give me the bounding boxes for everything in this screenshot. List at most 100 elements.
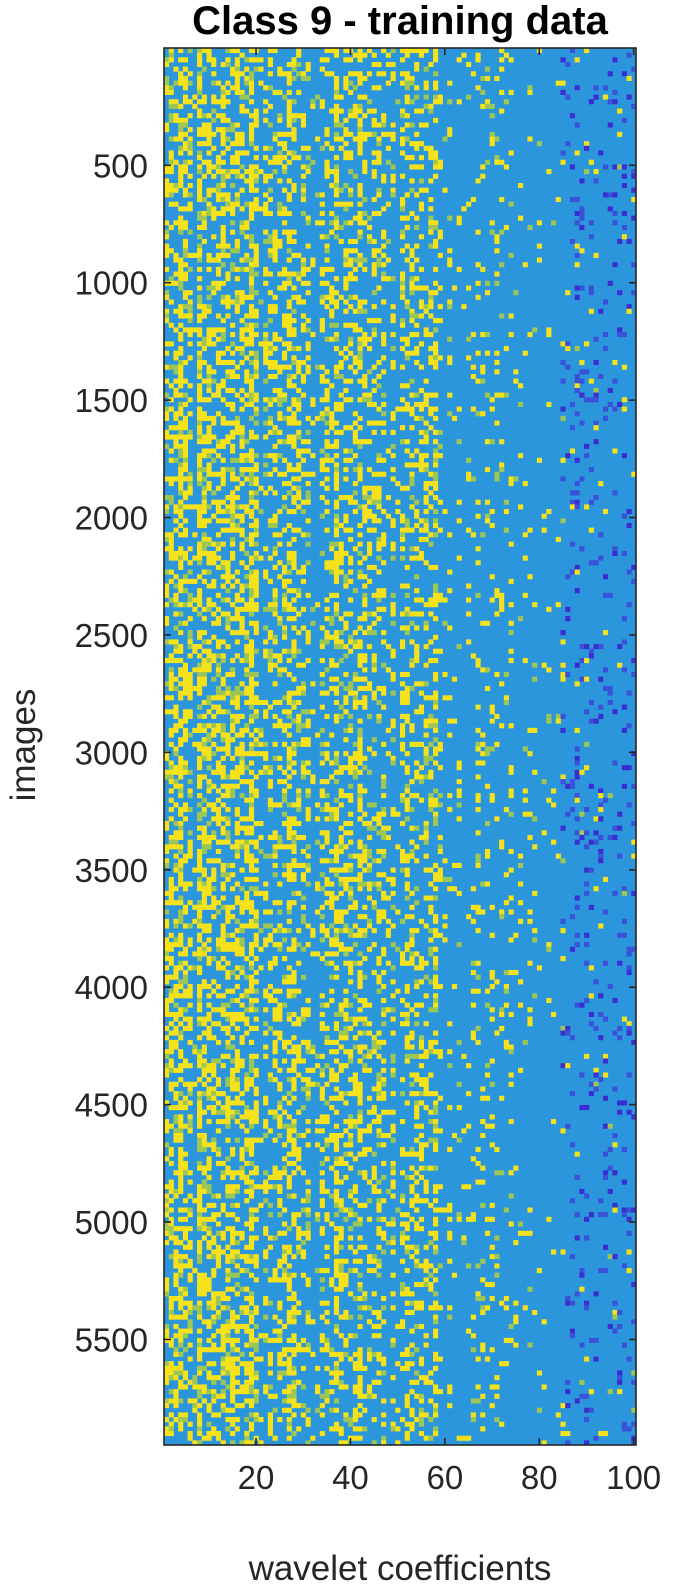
heatmap-cell — [286, 280, 292, 286]
heatmap-cell — [357, 476, 363, 482]
heatmap-cell — [201, 541, 207, 547]
heatmap-cell — [211, 94, 217, 100]
heatmap-cell — [234, 839, 240, 845]
heatmap-cell — [201, 485, 207, 491]
heatmap-cell — [234, 592, 240, 598]
heatmap-cell — [324, 830, 330, 836]
heatmap-cell — [352, 453, 358, 459]
heatmap-cell — [362, 1305, 368, 1311]
heatmap-cell — [253, 169, 259, 175]
heatmap-cell — [282, 872, 288, 878]
heatmap-cell — [201, 667, 207, 673]
heatmap-cell — [329, 183, 335, 189]
heatmap-cell — [164, 294, 170, 300]
heatmap-cell — [296, 448, 302, 454]
heatmap-cell — [263, 1268, 269, 1274]
heatmap-cell — [319, 741, 325, 747]
heatmap-cell — [244, 150, 250, 156]
heatmap-cell — [248, 280, 255, 286]
heatmap-cell — [333, 94, 340, 100]
heatmap-cell — [291, 420, 297, 426]
heatmap-cell — [291, 401, 297, 407]
heatmap-cell — [248, 1426, 255, 1432]
heatmap-cell — [333, 592, 340, 598]
heatmap-cell — [234, 1356, 240, 1362]
heatmap-cell — [220, 1347, 226, 1353]
heatmap-cell — [234, 942, 240, 948]
heatmap-cell — [305, 1188, 311, 1194]
heatmap-cell — [211, 1091, 217, 1097]
heatmap-cell — [182, 448, 188, 454]
heatmap-cell — [211, 783, 217, 789]
heatmap-cell — [253, 932, 259, 938]
heatmap-cell — [178, 285, 184, 291]
heatmap-cell — [267, 1109, 273, 1115]
heatmap-cell — [220, 1342, 226, 1348]
heatmap-cell — [164, 429, 170, 435]
heatmap-cell — [286, 1091, 292, 1097]
heatmap-cell — [168, 546, 174, 552]
heatmap-cell — [248, 532, 255, 538]
heatmap-cell — [239, 597, 245, 603]
heatmap-cell — [300, 564, 306, 570]
heatmap-cell — [206, 662, 212, 668]
heatmap-cell — [197, 1146, 203, 1153]
heatmap-cell — [333, 1142, 340, 1148]
heatmap-cell — [234, 299, 240, 305]
heatmap-cell — [197, 1431, 203, 1437]
heatmap-cell — [197, 457, 203, 463]
heatmap-cell — [230, 1044, 236, 1050]
heatmap-cell — [206, 48, 212, 54]
heatmap-cell — [168, 676, 174, 682]
heatmap-cell — [239, 1016, 245, 1022]
heatmap-cell — [343, 141, 349, 147]
heatmap-cell — [230, 946, 236, 952]
heatmap-cell — [343, 1440, 349, 1446]
heatmap-cell — [282, 229, 288, 235]
heatmap-cell — [338, 867, 344, 873]
heatmap-cell — [282, 709, 288, 715]
heatmap-cell — [296, 1379, 302, 1385]
heatmap-cell — [192, 1044, 198, 1050]
heatmap-cell — [282, 210, 288, 217]
heatmap-cell — [230, 1235, 236, 1241]
heatmap-cell — [201, 1286, 207, 1292]
heatmap-cell — [286, 816, 292, 822]
heatmap-cell — [263, 378, 269, 384]
heatmap-cell — [282, 71, 288, 77]
heatmap-cell — [357, 327, 363, 333]
heatmap-cell — [319, 322, 325, 328]
heatmap-cell — [277, 900, 283, 906]
heatmap-cell — [329, 881, 335, 887]
heatmap-cell — [248, 313, 255, 319]
heatmap-cell — [201, 606, 207, 612]
heatmap-cell — [168, 1230, 174, 1236]
heatmap-cell — [333, 606, 340, 612]
heatmap-cell — [178, 755, 184, 761]
heatmap-cell — [244, 341, 250, 347]
heatmap-cell — [319, 378, 325, 384]
heatmap-cell — [168, 1044, 174, 1050]
heatmap-cell — [220, 439, 226, 445]
heatmap-cell — [338, 136, 344, 142]
heatmap-cell — [225, 117, 231, 123]
heatmap-cell — [338, 1431, 344, 1437]
heatmap-cell — [168, 201, 174, 207]
heatmap-cell — [225, 872, 231, 878]
heatmap-cell — [230, 1021, 236, 1027]
heatmap-cell — [357, 1384, 363, 1390]
heatmap-cell — [173, 769, 179, 775]
heatmap-cell — [248, 1226, 255, 1232]
heatmap-cell — [286, 695, 292, 701]
heatmap-cell — [286, 821, 292, 827]
heatmap-cell — [253, 569, 259, 575]
heatmap-cell — [286, 117, 292, 123]
heatmap-cell — [282, 131, 288, 137]
heatmap-cell — [253, 588, 259, 594]
heatmap-cell — [296, 592, 302, 598]
heatmap-cell — [168, 224, 174, 231]
heatmap-cell — [258, 741, 264, 747]
heatmap-cell — [248, 797, 255, 803]
heatmap-cell — [272, 592, 278, 598]
heatmap-cell — [277, 210, 283, 217]
